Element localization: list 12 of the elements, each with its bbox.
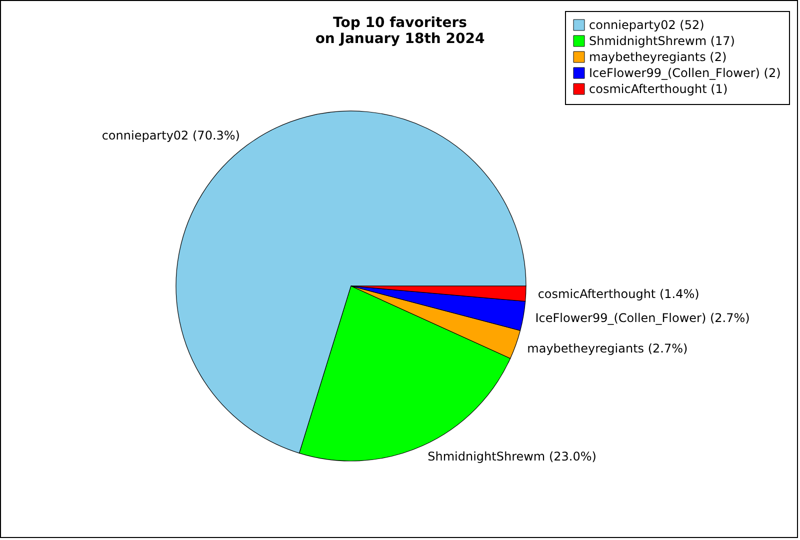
data-label: IceFlower99_(Collen_Flower) (2.7%) — [535, 311, 750, 326]
text: Top 10 favoriters — [333, 15, 467, 31]
data-label: ShmidnightShrewm (23.0%) — [428, 450, 596, 464]
legend-label: IceFlower99_(Collen_Flower) (2) — [589, 66, 781, 80]
data-label: cosmicAfterthought (1.4%) — [538, 287, 700, 302]
legend-label: cosmicAfterthought (1) — [589, 82, 728, 96]
text: on January 18th 2024 — [315, 31, 485, 47]
legend-label: connieparty02 (52) — [589, 18, 704, 32]
legend-label: maybetheyregiants (2) — [589, 50, 727, 64]
data-label: maybetheyregiants (2.7%) — [527, 342, 688, 356]
legend-label: ShmidnightShrewm (17) — [589, 34, 735, 48]
data-label: connieparty02 (70.3%) — [102, 128, 240, 143]
